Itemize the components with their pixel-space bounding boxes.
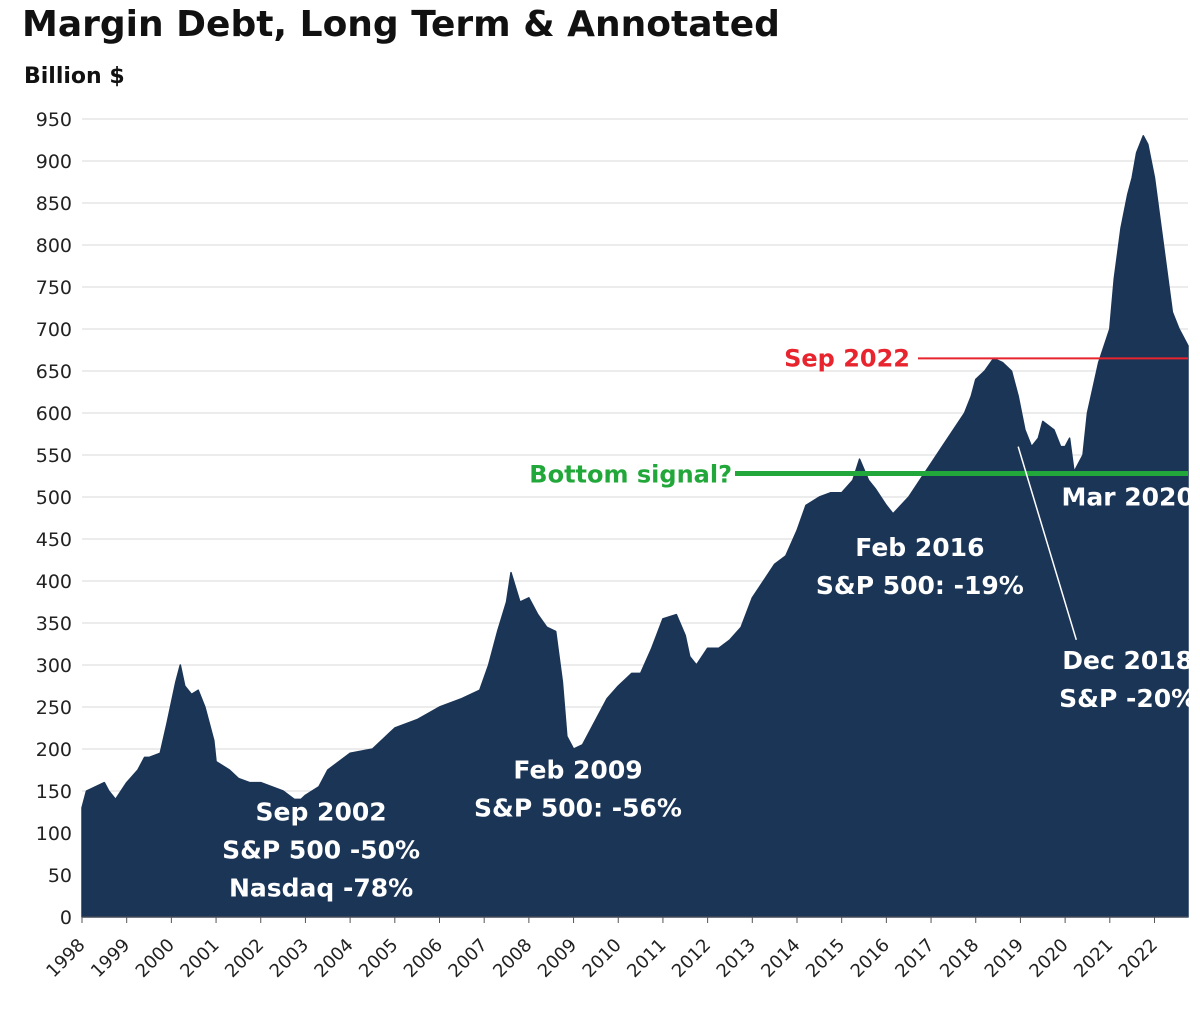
x-axis: 1998199920002001200220032004200520062007… <box>42 916 1188 982</box>
chart-title: Margin Debt, Long Term & Annotated <box>22 4 780 45</box>
y-tick-label: 700 <box>36 319 72 341</box>
x-tick-label: 1998 <box>42 935 89 982</box>
y-tick-label: 900 <box>36 151 72 173</box>
y-tick-label: 350 <box>36 613 72 635</box>
y-tick-label: 750 <box>36 277 72 299</box>
x-tick-label: 2013 <box>713 935 760 982</box>
annotation-label: S&P 500: -19% <box>816 571 1024 600</box>
x-tick-label: 2000 <box>132 935 179 982</box>
y-tick-label: 200 <box>36 739 72 761</box>
y-tick-label: 500 <box>36 487 72 509</box>
series-area <box>81 135 1189 918</box>
y-tick-label: 400 <box>36 571 72 593</box>
sep-2022-label: Sep 2022 <box>784 344 910 372</box>
x-tick-label: 2003 <box>266 935 313 982</box>
annotation-label: Nasdaq -78% <box>229 873 413 902</box>
y-tick-label: 550 <box>36 445 72 467</box>
annotation-label: Sep 2002 <box>256 797 387 826</box>
x-tick-label: 2012 <box>668 935 715 982</box>
y-tick-label: 950 <box>36 109 72 131</box>
x-tick-label: 2010 <box>579 935 626 982</box>
annotation-label: S&P 500: -56% <box>474 793 682 822</box>
y-tick-label: 50 <box>48 865 72 887</box>
annotation-label: S&P -20% <box>1059 684 1196 713</box>
x-tick-label: 2018 <box>936 935 983 982</box>
x-tick-label: 2022 <box>1115 935 1162 982</box>
annotation-label: Feb 2016 <box>855 533 984 562</box>
x-tick-label: 1999 <box>87 935 134 982</box>
y-tick-label: 0 <box>60 907 72 929</box>
y-tick-label: 800 <box>36 235 72 257</box>
x-tick-label: 2019 <box>981 935 1028 982</box>
dec-2018-pointer-line <box>1017 446 1078 641</box>
x-tick-label: 2006 <box>400 935 447 982</box>
y-tick-label: 450 <box>36 529 72 551</box>
y-tick-label: 650 <box>36 361 72 383</box>
x-tick-label: 2009 <box>534 935 581 982</box>
chart-subtitle: Billion $ <box>24 64 125 89</box>
annotation-label: Dec 2018 <box>1062 646 1193 675</box>
y-tick-label: 150 <box>36 781 72 803</box>
annotation-label: Mar 2020 <box>1061 482 1193 511</box>
y-tick-label: 250 <box>36 697 72 719</box>
x-tick-label: 2001 <box>176 935 223 982</box>
y-tick-label: 600 <box>36 403 72 425</box>
annotation-label: Feb 2009 <box>513 755 642 784</box>
y-tick-label: 300 <box>36 655 72 677</box>
reference-lines: Sep 2022 Bottom signal? <box>529 344 1188 488</box>
x-tick-label: 2011 <box>623 935 670 982</box>
x-tick-label: 2021 <box>1070 935 1117 982</box>
x-tick-label: 2020 <box>1025 935 1072 982</box>
x-tick-label: 2014 <box>757 935 804 982</box>
x-tick-label: 2007 <box>444 935 491 982</box>
y-tick-label: 100 <box>36 823 72 845</box>
x-tick-label: 2004 <box>310 935 357 982</box>
y-tick-label: 850 <box>36 193 72 215</box>
x-tick-label: 2008 <box>489 935 536 982</box>
y-axis: 0 50 100 150 200 250 300 350 400 450 500 550 600 650 7… <box>36 109 72 929</box>
x-tick-label: 2005 <box>355 935 402 982</box>
annotation-label: S&P 500 -50% <box>222 835 420 864</box>
x-tick-label: 2016 <box>847 935 894 982</box>
x-tick-label: 2017 <box>891 935 938 982</box>
annotations: Sep 2002 S&P 500 -50% Nasdaq -78% Feb 2009 S… <box>222 446 1196 902</box>
series-area-path <box>81 135 1189 918</box>
bottom-signal-label: Bottom signal? <box>529 460 732 488</box>
x-tick-label: 2015 <box>802 935 849 982</box>
x-tick-label: 2002 <box>221 935 268 982</box>
